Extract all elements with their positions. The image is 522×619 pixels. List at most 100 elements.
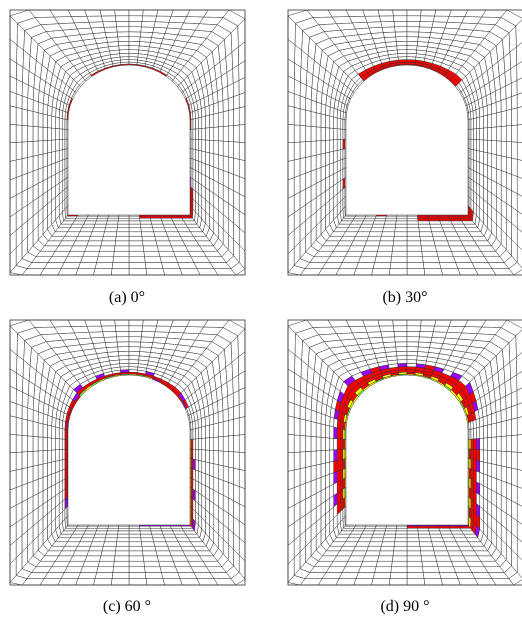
mesh-cell xyxy=(420,16,435,22)
mesh-cell xyxy=(22,109,28,126)
mesh-cell xyxy=(129,228,141,232)
mesh-cell xyxy=(129,528,140,531)
mesh-cell xyxy=(193,119,195,130)
mesh-cell xyxy=(62,469,65,480)
mesh-cell xyxy=(103,21,117,27)
mesh-cell xyxy=(107,528,118,531)
mesh-cell xyxy=(58,534,72,538)
mesh-cell xyxy=(369,337,383,343)
mesh-cell xyxy=(22,96,28,110)
mesh-cell xyxy=(476,150,479,162)
mesh-cell xyxy=(140,342,153,348)
mesh-cell xyxy=(56,482,60,495)
mesh-cell xyxy=(10,488,16,509)
mesh-cell xyxy=(195,428,198,439)
mesh-cell xyxy=(432,22,447,28)
mesh-cell xyxy=(428,528,440,531)
mesh-cell xyxy=(111,579,129,585)
mesh-cell xyxy=(393,551,407,556)
mesh-cell xyxy=(103,542,116,546)
mesh-cell xyxy=(234,418,240,436)
mesh-cell xyxy=(469,257,488,263)
mesh-cell xyxy=(517,77,522,94)
mesh-cell xyxy=(214,141,219,155)
mesh-cell xyxy=(142,16,157,22)
mesh-cell xyxy=(234,452,240,470)
mesh-cell xyxy=(228,142,233,159)
mesh-cell xyxy=(306,481,311,499)
mesh-cell xyxy=(393,241,407,246)
mesh-cell xyxy=(458,546,474,551)
mesh-cell xyxy=(480,116,484,128)
mesh-cell xyxy=(218,437,223,452)
mesh-cell xyxy=(506,97,511,111)
mesh-cell xyxy=(155,236,170,241)
mesh-cell xyxy=(394,21,407,26)
mesh-cell xyxy=(393,320,407,326)
mesh-cell xyxy=(115,326,129,332)
mesh-cell xyxy=(432,332,447,338)
mesh-cell xyxy=(300,483,306,502)
mesh-cell xyxy=(343,139,345,149)
mesh-cell xyxy=(288,470,294,490)
mesh-cell xyxy=(157,320,174,326)
mesh-cell xyxy=(191,468,193,479)
mesh-cell xyxy=(300,109,306,126)
mesh-cell xyxy=(407,257,423,263)
mesh-cell xyxy=(117,27,129,32)
mesh-cell xyxy=(195,449,198,460)
mesh-cell xyxy=(43,437,48,450)
mesh-cell xyxy=(483,438,487,451)
mesh-cell xyxy=(108,216,119,218)
mesh-cell xyxy=(198,450,201,462)
mesh-cell xyxy=(87,216,98,218)
mesh-cell xyxy=(381,21,395,27)
mesh-cell xyxy=(483,140,487,153)
mesh-cell xyxy=(56,471,60,484)
mesh-cell xyxy=(103,232,116,236)
mesh-cell xyxy=(198,471,201,484)
mesh-cell xyxy=(129,551,143,556)
mesh-cell xyxy=(214,437,219,451)
mesh-cell xyxy=(85,10,102,16)
mesh-cell xyxy=(141,21,155,27)
panel-d xyxy=(288,320,522,585)
mesh-cell xyxy=(150,216,161,218)
mesh-cell xyxy=(512,418,518,436)
mesh-cell xyxy=(334,108,338,118)
mesh-cell xyxy=(202,450,206,462)
mesh-cell xyxy=(43,127,48,140)
mesh-cell xyxy=(466,251,484,257)
mesh-cell xyxy=(129,573,146,579)
mesh-cell xyxy=(395,224,407,228)
mesh-cell xyxy=(375,526,386,528)
mesh-cell xyxy=(191,149,193,159)
mesh-cell xyxy=(337,460,340,472)
mesh-cell xyxy=(473,449,476,460)
mesh-cell xyxy=(213,102,218,114)
mesh-cell xyxy=(62,159,65,170)
mesh-cell xyxy=(325,438,329,451)
mesh-cell xyxy=(506,467,511,484)
mesh-cell xyxy=(506,482,511,500)
mesh-cell xyxy=(118,351,129,356)
mesh-cell xyxy=(141,337,154,343)
mesh-cell xyxy=(430,534,443,538)
mesh-cell xyxy=(129,216,140,218)
mesh-cell xyxy=(512,452,518,470)
mesh-cell xyxy=(300,467,306,485)
mesh-cell xyxy=(105,224,117,228)
mesh-cell xyxy=(469,139,471,149)
mesh-cell xyxy=(16,435,22,453)
mesh-cell xyxy=(471,139,473,150)
mesh-cell xyxy=(16,469,22,488)
mesh-cell xyxy=(316,477,321,493)
mesh-cell xyxy=(343,178,345,189)
mesh-cell xyxy=(84,531,97,534)
mesh-cell xyxy=(356,232,371,236)
mesh-cell xyxy=(198,128,201,139)
mesh-cell xyxy=(153,228,166,232)
mesh-cell xyxy=(65,429,67,439)
mesh-cell xyxy=(99,246,114,251)
mesh-cell xyxy=(80,257,98,263)
